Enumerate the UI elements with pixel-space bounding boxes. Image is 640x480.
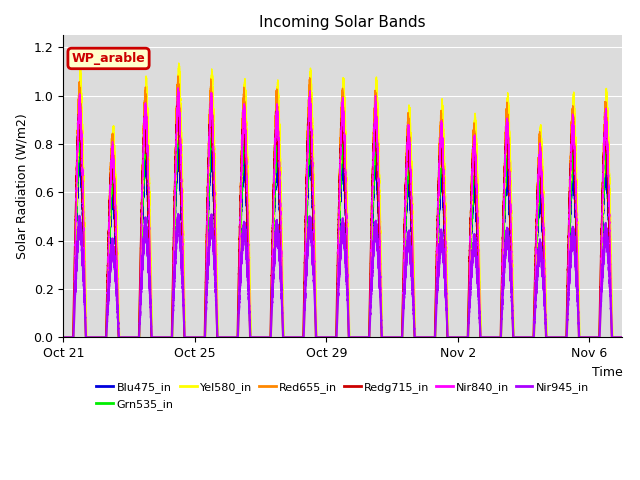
Title: Incoming Solar Bands: Incoming Solar Bands — [259, 15, 426, 30]
Legend: Blu475_in, Grn535_in, Yel580_in, Red655_in, Redg715_in, Nir840_in, Nir945_in: Blu475_in, Grn535_in, Yel580_in, Red655_… — [92, 378, 593, 414]
Text: WP_arable: WP_arable — [72, 52, 145, 65]
Y-axis label: Solar Radiation (W/m2): Solar Radiation (W/m2) — [15, 114, 28, 259]
X-axis label: Time: Time — [591, 366, 622, 379]
